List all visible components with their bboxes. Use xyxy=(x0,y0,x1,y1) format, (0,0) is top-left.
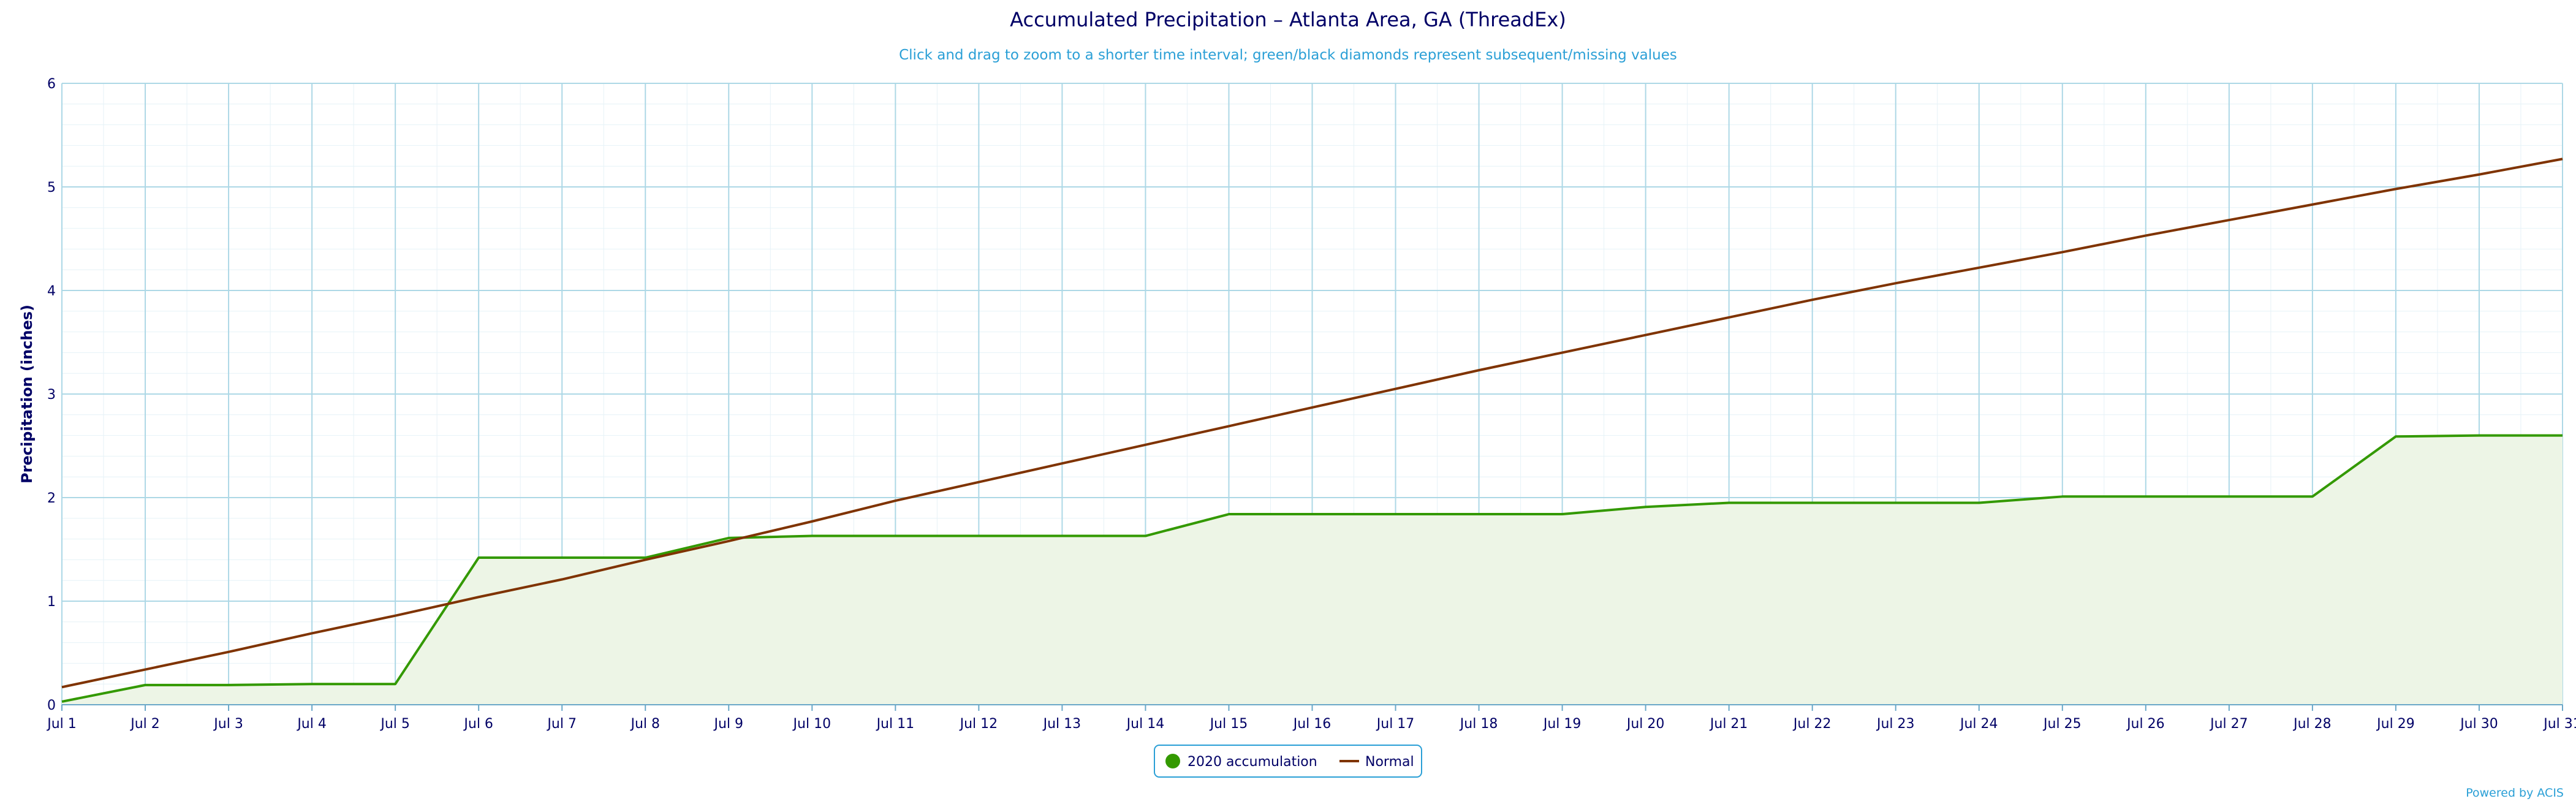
x-tick-label: Jul 20 xyxy=(1626,716,1665,732)
y-tick-label: 4 xyxy=(47,284,56,299)
y-axis-ticks: 0 1 2 3 4 5 6 xyxy=(47,77,56,713)
x-tick-label: Jul 29 xyxy=(2376,716,2415,732)
x-tick-label: Jul 28 xyxy=(2292,716,2332,732)
x-axis-ticks: Jul 1 Jul 2 Jul 3 Jul 4 Jul 5 Jul 6 Jul 7 Jul 8… xyxy=(46,705,2576,732)
x-tick-label: Jul 5 xyxy=(379,716,410,732)
chart-subtitle: Click and drag to zoom to a shorter time… xyxy=(899,47,1677,63)
series-area-2020-accumulation xyxy=(62,435,2563,705)
x-tick-label: Jul 18 xyxy=(1459,716,1498,732)
x-tick-label: Jul 3 xyxy=(213,716,243,732)
x-tick-label: Jul 30 xyxy=(2459,716,2498,732)
series-line-normal[interactable] xyxy=(61,157,2563,689)
y-tick-label: 6 xyxy=(47,77,56,92)
x-tick-label: Jul 23 xyxy=(1876,716,1915,732)
legend-label-2020-accumulation[interactable]: 2020 accumulation xyxy=(1188,754,1317,770)
x-tick-label: Jul 13 xyxy=(1042,716,1082,732)
series-line-2020-accumulation[interactable] xyxy=(61,434,2563,703)
x-tick-label: Jul 19 xyxy=(1542,716,1582,732)
y-tick-label: 5 xyxy=(47,180,56,195)
x-tick-label: Jul 24 xyxy=(1959,716,1998,732)
chart-title: Accumulated Precipitation – Atlanta Area… xyxy=(1010,8,1566,31)
x-tick-label: Jul 4 xyxy=(296,716,327,732)
x-tick-label: Jul 26 xyxy=(2126,716,2165,732)
x-tick-label: Jul 11 xyxy=(876,716,915,732)
legend-items: 2020 accumulation Normal xyxy=(1165,754,1414,770)
x-tick-label: Jul 31 xyxy=(2542,716,2576,732)
x-tick-label: Jul 17 xyxy=(1376,716,1415,732)
x-tick-label: Jul 8 xyxy=(629,716,660,732)
y-axis-title: Precipitation (inches) xyxy=(18,305,36,484)
x-tick-label: Jul 6 xyxy=(463,716,493,732)
x-tick-label: Jul 27 xyxy=(2209,716,2248,732)
x-tick-label: Jul 9 xyxy=(713,716,743,732)
y-tick-label: 2 xyxy=(47,491,56,506)
x-tick-label: Jul 25 xyxy=(2042,716,2082,732)
y-tick-label: 3 xyxy=(47,387,56,403)
series-lines xyxy=(61,157,2563,703)
x-tick-label: Jul 1 xyxy=(46,716,77,732)
x-tick-label: Jul 22 xyxy=(1792,716,1832,732)
x-tick-label: Jul 7 xyxy=(546,716,577,732)
y-tick-label: 0 xyxy=(47,698,56,713)
credit-link[interactable]: Powered by ACIS xyxy=(2466,786,2564,800)
x-tick-label: Jul 16 xyxy=(1292,716,1332,732)
x-tick-label: Jul 2 xyxy=(129,716,160,732)
x-tick-label: Jul 12 xyxy=(959,716,998,732)
y-tick-label: 1 xyxy=(47,594,56,610)
x-tick-label: Jul 15 xyxy=(1209,716,1248,732)
legend-box xyxy=(1154,745,1422,778)
legend-label-normal[interactable]: Normal xyxy=(1365,754,1414,770)
legend-marker-2020-accumulation xyxy=(1165,754,1180,768)
legend: 2020 accumulation Normal xyxy=(1154,745,1422,778)
x-tick-label: Jul 14 xyxy=(1126,716,1165,732)
area-fills xyxy=(62,435,2563,705)
x-tick-label: Jul 10 xyxy=(792,716,832,732)
x-tick-label: Jul 21 xyxy=(1709,716,1748,732)
